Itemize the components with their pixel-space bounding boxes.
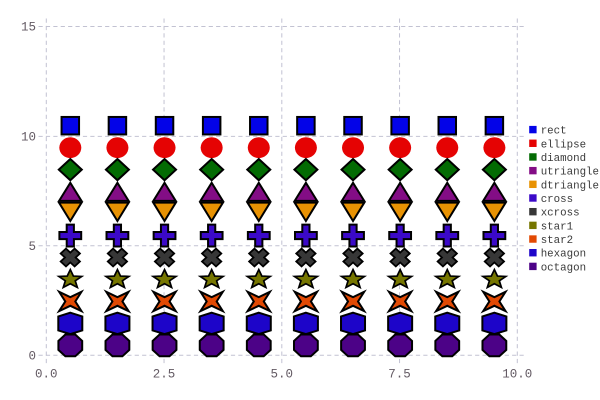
- svg-text:2.5: 2.5: [153, 368, 176, 382]
- svg-text:octagon: octagon: [541, 262, 586, 274]
- svg-text:ellipse: ellipse: [541, 139, 586, 151]
- svg-text:hexagon: hexagon: [541, 249, 586, 261]
- svg-text:star1: star1: [541, 221, 573, 233]
- svg-text:rect: rect: [541, 126, 567, 138]
- svg-text:dtriangle: dtriangle: [541, 180, 599, 192]
- svg-text:7.5: 7.5: [388, 368, 411, 382]
- svg-text:5.0: 5.0: [271, 368, 294, 382]
- svg-text:0.0: 0.0: [35, 368, 58, 382]
- svg-text:0: 0: [28, 349, 36, 363]
- svg-text:diamond: diamond: [541, 153, 586, 165]
- svg-text:star2: star2: [541, 235, 573, 247]
- svg-text:10: 10: [21, 131, 36, 145]
- svg-text:15: 15: [21, 21, 36, 35]
- svg-text:10.0: 10.0: [502, 368, 532, 382]
- svg-text:xcross: xcross: [541, 208, 580, 220]
- svg-text:5: 5: [28, 240, 36, 254]
- svg-text:utriangle: utriangle: [541, 167, 599, 179]
- svg-text:cross: cross: [541, 194, 573, 206]
